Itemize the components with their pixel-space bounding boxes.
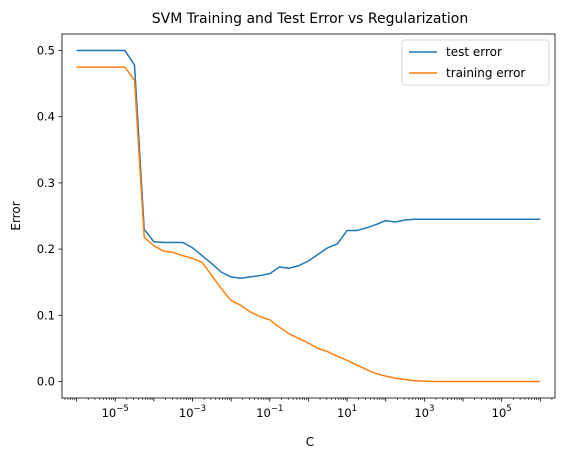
x-axis: 10−5 10−3 10−1 101 103 105 bbox=[64, 398, 553, 420]
y-tick-label: 0.2 bbox=[37, 242, 55, 256]
y-tick-label: 0.3 bbox=[37, 176, 55, 190]
x-tick-label: 10−3 bbox=[179, 404, 206, 420]
y-tick-label: 0.1 bbox=[37, 308, 55, 322]
x-tick-label: 101 bbox=[337, 404, 357, 420]
plot-background bbox=[62, 34, 555, 398]
series-layer bbox=[76, 49, 541, 383]
y-tick-label: 0.5 bbox=[37, 44, 55, 58]
x-tick-label: 10−1 bbox=[256, 404, 283, 420]
legend-entry-label: test error bbox=[446, 45, 502, 59]
y-tick-label: 0.0 bbox=[37, 374, 55, 388]
legend-entry-label: training error bbox=[446, 66, 525, 80]
series-line-training-error bbox=[76, 66, 541, 383]
series-line-test-error bbox=[76, 49, 541, 279]
plot-area bbox=[61, 33, 556, 399]
y-tick-label: 0.4 bbox=[37, 110, 55, 124]
y-axis: 0.0 0.1 0.2 0.3 0.4 0.5 bbox=[37, 44, 62, 388]
x-tick-label: 105 bbox=[492, 404, 512, 420]
x-axis-label: C bbox=[306, 435, 314, 449]
chart-title: SVM Training and Test Error vs Regulariz… bbox=[152, 11, 468, 27]
legend: test error training error bbox=[401, 39, 550, 86]
x-tick-label: 103 bbox=[414, 404, 434, 420]
legend-box bbox=[401, 39, 550, 86]
y-axis-label: Error bbox=[9, 201, 23, 230]
x-tick-label: 10−5 bbox=[102, 404, 129, 420]
